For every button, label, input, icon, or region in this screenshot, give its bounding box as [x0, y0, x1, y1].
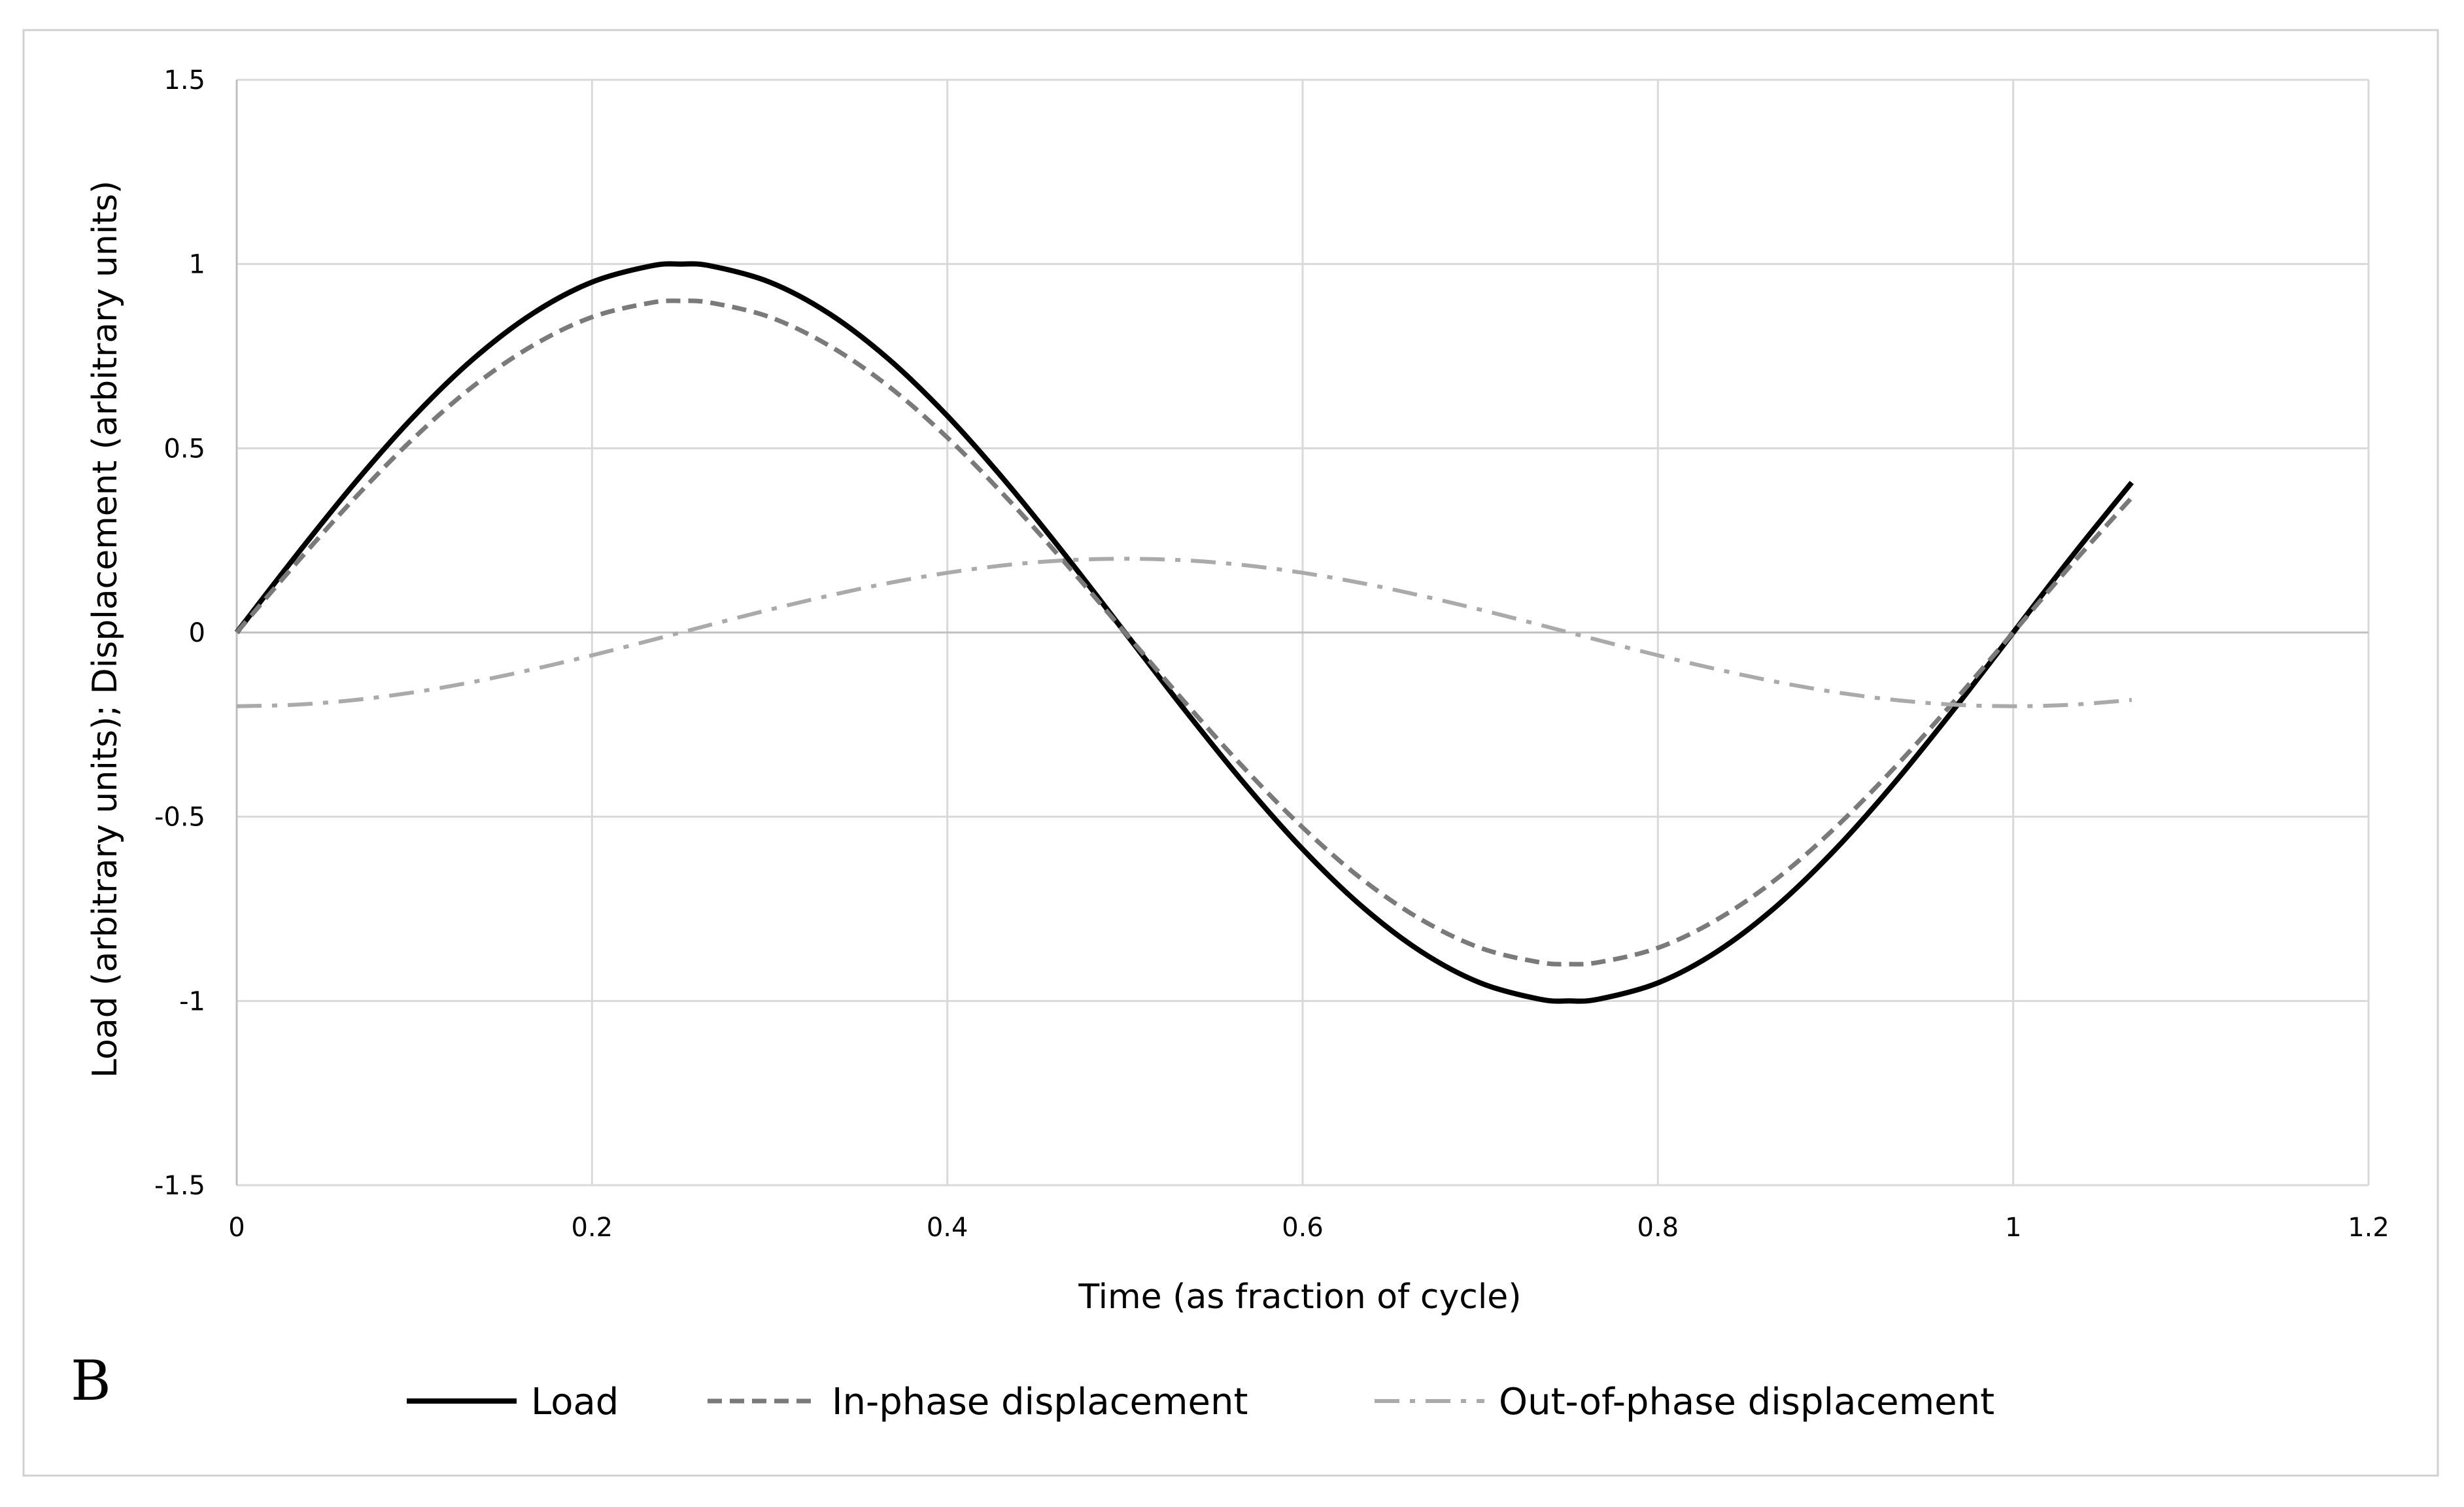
y-tick-label: -1 [179, 986, 205, 1016]
y-tick-label: -1.5 [154, 1171, 205, 1201]
legend: Load In-phase displacement Out-of-phase di… [407, 1381, 1994, 1423]
series-lines [234, 261, 2134, 1004]
legend-label: Out-of-phase displacement [1499, 1381, 1994, 1423]
x-tick-label: 0.4 [927, 1213, 968, 1243]
y-tick-label: 0 [189, 618, 205, 648]
y-tick-label: -0.5 [154, 803, 205, 833]
y-tick-label: 1.5 [163, 65, 205, 95]
y-axis-title: Load (arbitrary units); Displacement (ar… [86, 181, 125, 1078]
series-line-load [234, 261, 2134, 1004]
y-tick-label: 0.5 [163, 434, 205, 464]
x-axis-title: Time (as fraction of cycle) [1078, 1277, 1521, 1317]
x-tick-label: 0.8 [1637, 1213, 1679, 1243]
series-line-in-phase-displacement [235, 298, 2134, 967]
series-line-out-of-phase-displacement [236, 557, 2132, 708]
y-tick-label: 1 [189, 250, 205, 280]
x-tick-label: 1.2 [2348, 1213, 2389, 1243]
legend-label: In-phase displacement [832, 1381, 1248, 1423]
x-tick-label: 0.6 [1282, 1213, 1324, 1243]
x-tick-label: 0 [228, 1213, 245, 1243]
tick-labels: -1.5 -1 -0.5 0 0.5 1 1.5 0 0.2 0.4 0.6 0.8 1 1.2 [154, 65, 2389, 1243]
legend-label: Load [531, 1381, 619, 1423]
x-tick-label: 1 [2005, 1213, 2021, 1243]
x-tick-label: 0.2 [572, 1213, 613, 1243]
panel-label: B [71, 1349, 111, 1413]
